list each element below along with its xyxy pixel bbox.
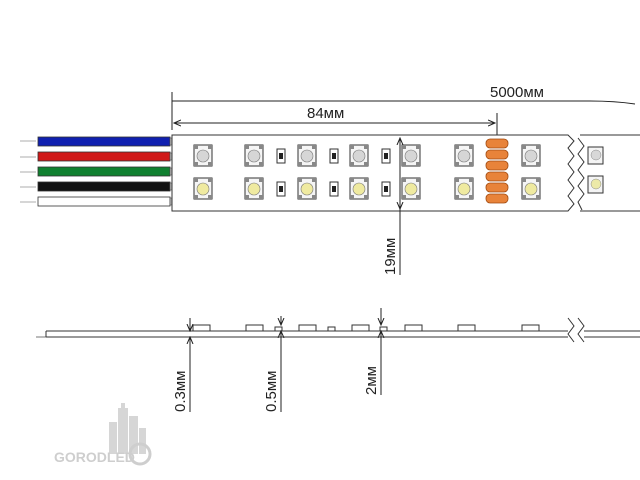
resistor-layer: [276, 148, 391, 197]
led-rgb: [521, 144, 541, 167]
led-gap-label: 0.5мм: [263, 371, 280, 412]
led-white: [193, 177, 213, 200]
led-layer: [193, 144, 541, 200]
wire-black: [37, 181, 171, 192]
wire-red: [37, 151, 171, 162]
led-white: [349, 177, 369, 200]
led-white: [521, 177, 541, 200]
logo-text: GORODLED: [54, 449, 135, 465]
resistor: [276, 148, 286, 164]
led-white: [401, 177, 421, 200]
led-rgb: [349, 144, 369, 167]
wire-stubs: [20, 140, 36, 203]
led-rgb: [244, 144, 264, 167]
led-white: [244, 177, 264, 200]
thickness-label: 0.3мм: [172, 371, 189, 412]
width-label: 19мм: [382, 238, 399, 275]
total-length-dimension: 5000мм: [171, 84, 636, 130]
resistor: [381, 148, 391, 164]
gorodled-logo: GORODLED: [54, 403, 152, 466]
led-rgb: [454, 144, 474, 167]
led-height-dimension: 2мм: [363, 308, 381, 395]
led-rgb: [193, 144, 213, 167]
thickness-dimension: 0.3мм: [172, 318, 190, 412]
led-height-label: 2мм: [363, 366, 380, 395]
city-skyline-icon: [109, 403, 146, 454]
led-rgb: [401, 144, 421, 167]
strip-side-view: [36, 317, 640, 343]
cut-pads: [485, 138, 509, 204]
segment-length-label: 84мм: [307, 105, 344, 122]
partial-led-right: [587, 146, 604, 194]
side-led-blocks: [192, 324, 540, 332]
total-length-label: 5000мм: [490, 84, 544, 101]
wire-green: [37, 166, 171, 177]
resistor: [381, 181, 391, 197]
led-rgb: [297, 144, 317, 167]
wire-white: [37, 196, 171, 207]
led-gap-dimension: 0.5мм: [263, 316, 281, 412]
resistor: [329, 181, 339, 197]
segment-length-dimension: 84мм: [174, 105, 498, 135]
width-dimension: 19мм: [382, 138, 400, 275]
resistor: [329, 148, 339, 164]
strip-top-view: [171, 134, 640, 212]
led-white: [454, 177, 474, 200]
led-white: [297, 177, 317, 200]
resistor: [276, 181, 286, 197]
wire-bundle: [20, 136, 178, 207]
wire-blue: [37, 136, 171, 147]
